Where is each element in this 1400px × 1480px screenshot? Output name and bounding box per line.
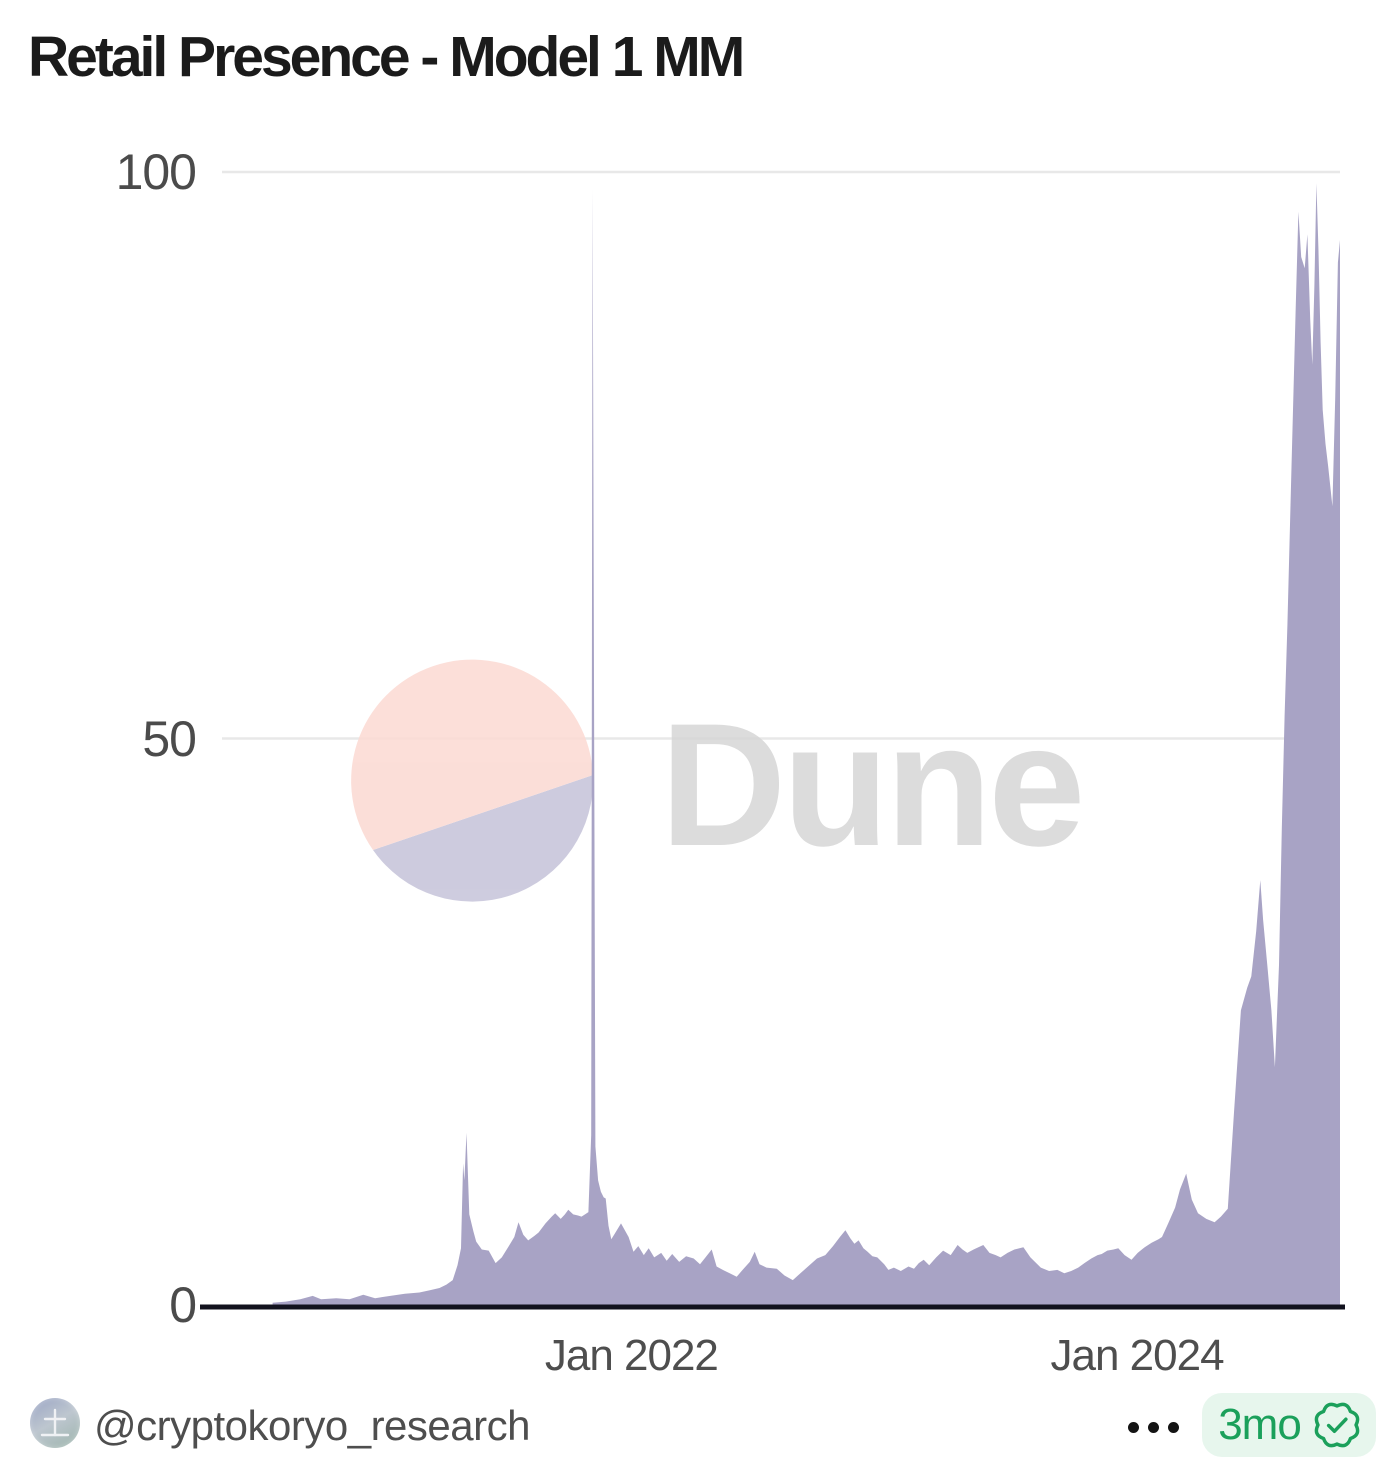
gridlines bbox=[222, 170, 1340, 740]
footer: @cryptokoryo_research 3mo bbox=[0, 1388, 1400, 1464]
ellipsis-dot bbox=[1168, 1422, 1179, 1433]
ellipsis-dot bbox=[1128, 1422, 1139, 1433]
author-handle[interactable]: @cryptokoryo_research bbox=[94, 1402, 530, 1449]
page-title: Retail Presence - Model 1 MM bbox=[28, 25, 745, 89]
y-axis-tick-label-100: 100 bbox=[115, 144, 197, 200]
avatar-glyph-icon bbox=[40, 1408, 70, 1437]
x-axis-tick-label-Jan-2022: Jan 2022 bbox=[544, 1331, 719, 1380]
avatar[interactable] bbox=[30, 1398, 80, 1448]
dune-logo-circle-top bbox=[351, 659, 593, 850]
ellipsis-dot bbox=[1148, 1422, 1159, 1433]
dune-logo-circle-bottom bbox=[373, 775, 594, 902]
area-chart-canvas[interactable]: Dune bbox=[0, 0, 1400, 1400]
retail-presence-area-series bbox=[272, 183, 1341, 1305]
y-axis-tick-label-0: 0 bbox=[169, 1277, 197, 1333]
dune-watermark: Dune bbox=[351, 659, 1086, 902]
age-badge-label: 3mo bbox=[1218, 1400, 1302, 1449]
y-axis-tick-label-50: 50 bbox=[142, 710, 197, 767]
x-axis-tick-label-Jan-2024: Jan 2024 bbox=[1050, 1331, 1225, 1380]
retail-presence-chart: Dune 0 50 100 Jan 2022 Jan 2024 bbox=[0, 0, 1400, 1400]
age-badge[interactable]: 3mo bbox=[1202, 1393, 1376, 1457]
verified-seal-icon bbox=[1314, 1402, 1360, 1448]
more-menu-button[interactable] bbox=[1128, 1422, 1179, 1433]
dune-watermark-text: Dune bbox=[660, 688, 1082, 883]
